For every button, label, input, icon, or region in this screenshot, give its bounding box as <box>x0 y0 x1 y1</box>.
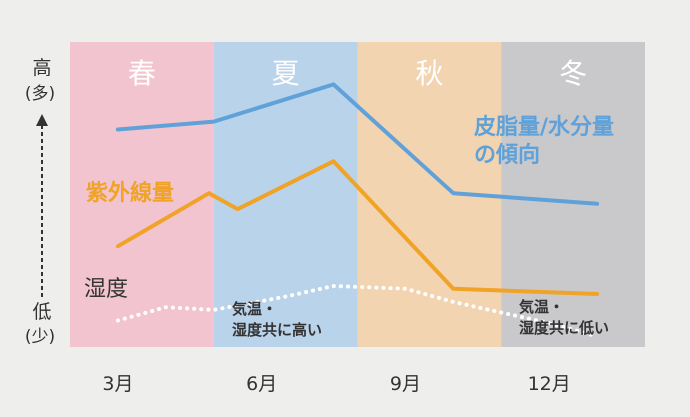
series-line-2 <box>115 284 600 339</box>
series-lines <box>115 82 600 339</box>
y-axis-high-sub-label: (多) <box>25 84 55 104</box>
y-axis-high-label: 高 <box>32 57 51 79</box>
season-label-3: 冬 <box>559 57 587 90</box>
sebum-series-label: 皮脂量/水分量 <box>474 114 614 140</box>
winter-note-line2: 湿度共に低い <box>519 319 609 337</box>
season-label-2: 秋 <box>415 57 443 90</box>
x-tick-label-0: 3月 <box>102 373 133 395</box>
winter-note-line1: 気温・ <box>519 298 564 316</box>
y-axis-low-label: 低 <box>32 301 51 323</box>
y-axis-indicator: 高 (多) 低 (少) <box>25 57 55 347</box>
season-band-0 <box>70 42 214 347</box>
series-line-1 <box>115 159 600 296</box>
sebum-series-label-line2: の傾向 <box>474 142 540 168</box>
x-tick-label-3: 12月 <box>528 373 571 395</box>
season-label-1: 夏 <box>272 57 300 90</box>
season-label-0: 春 <box>128 57 156 90</box>
uv-series-label: 紫外線量 <box>86 180 174 206</box>
x-axis-ticks: 3月 6月 9月 12月 <box>102 373 570 395</box>
y-axis-arrow-head <box>36 114 48 126</box>
summer-note-line2: 湿度共に高い <box>232 321 322 339</box>
x-tick-label-2: 9月 <box>390 373 421 395</box>
summer-note-line1: 気温・ <box>232 300 277 318</box>
series-line-0 <box>115 82 600 206</box>
humidity-series-label: 湿度 <box>84 277 128 302</box>
y-axis-low-sub-label: (少) <box>25 327 55 347</box>
season-labels: 春夏秋冬 <box>128 57 587 90</box>
x-tick-label-1: 6月 <box>246 373 277 395</box>
season-band-3 <box>501 42 645 347</box>
